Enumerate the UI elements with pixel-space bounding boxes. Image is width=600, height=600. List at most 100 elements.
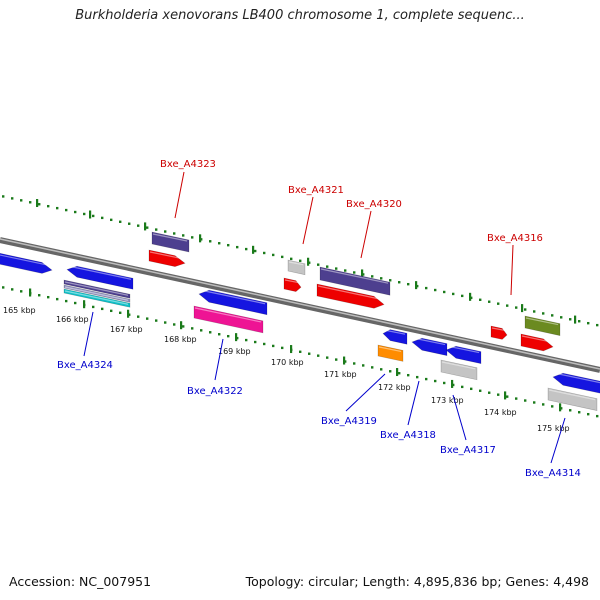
gene-red [520,333,554,352]
gene-purple-strip [63,279,131,299]
scale-dot [407,373,410,377]
gene-label-top: Bxe_A4323 [160,159,216,170]
scale-dot [137,315,140,318]
scale-dot [20,290,23,293]
scale-dot [425,286,428,290]
gene-orange [377,344,404,362]
gene-red [283,277,302,292]
gene-highlight [67,265,132,280]
scale-dot [344,269,347,272]
gene-highlight [412,337,446,346]
scale-major-tick [36,199,39,208]
scale-dot [335,267,338,270]
gene-highlight [64,281,129,296]
leader-line [510,244,514,296]
scale-dot [65,299,68,303]
gene-label-top: Bxe_A4321 [288,185,344,196]
gene-gray [547,387,598,411]
scale-dot [146,226,149,229]
scale-dot [551,314,554,317]
scale-dot [2,195,5,198]
scale-major-tick [361,269,364,278]
scale-dot [281,346,284,350]
scale-major-tick [144,222,147,231]
scale-dot [542,312,545,315]
scale-major-tick [559,403,562,412]
scale-dot [335,358,338,361]
scale-major-tick [199,234,202,243]
gene-highlight [320,268,389,284]
scale-dot [236,245,239,249]
scale-dot [353,271,356,274]
scale-dot [74,301,77,305]
accession-label: Accession: NC_007951 [9,574,152,589]
gene-highlight [521,335,552,343]
scale-dot [56,297,59,301]
scale-dot [479,389,482,392]
scale-dot [299,259,302,262]
scale-dot [47,204,50,208]
gene-gray [287,259,306,276]
gene-highlight [383,329,406,335]
scale-label: 174 kbp [484,408,517,417]
scale-dot [497,393,500,396]
scale-dot [317,354,320,357]
scale-dot [524,308,527,311]
scale-dot [209,331,212,334]
scale-dot [92,305,95,309]
scale-dot [11,288,14,291]
scale-dot [92,214,95,218]
scale-dot [173,232,176,235]
gene-label-bottom: Bxe_A4317 [440,445,496,456]
scale-dot [542,403,545,406]
scale-dot [443,381,446,385]
scale-dot [119,220,122,223]
scale-major-tick [127,309,130,318]
scale-dot [506,395,509,398]
scale-dot [353,362,356,365]
gene-label-top: Bxe_A4320 [346,199,402,210]
scale-dot [11,197,14,200]
scale-dot [587,412,590,416]
gene-lavender-strip [63,284,131,303]
gene-label-bottom: Bxe_A4314 [525,468,581,479]
scale-major-tick [574,315,577,324]
scale-major-tick [252,245,255,254]
page-title: Burkholderia xenovorans LB400 chromosome… [75,8,525,23]
scale-dot [173,323,176,326]
leader-line [550,417,566,464]
scale-label: 172 kbp [378,383,411,392]
scale-major-tick [83,300,86,309]
gene-highlight [288,261,304,266]
gene-highlight [491,327,506,332]
scale-dot [452,292,455,296]
scale-dot [272,344,275,348]
gene-red [490,325,508,340]
scale-major-tick [29,288,32,297]
genes[interactable] [0,231,600,411]
scale-dot [560,316,563,319]
gene-blue [552,372,600,394]
scale-dot [515,397,518,400]
scale-dot [74,210,77,214]
gene-blue [382,329,408,345]
scale-dot [326,356,329,359]
scale-dot [119,311,122,314]
scale-dot [209,240,212,243]
scale-dot [155,228,158,231]
scale-dot [371,366,374,369]
scale-dot [110,309,113,313]
scale-dot [479,298,482,301]
scale-dot [398,281,401,284]
scale-dot [281,255,284,259]
scale-dot [380,368,383,371]
scale-dot [155,319,158,322]
scale-dot [290,257,293,261]
scale-dot [470,387,473,391]
scale-dot [2,286,5,289]
gene-highlight [378,346,402,353]
scale-dot [596,414,599,418]
leader-line [302,196,314,245]
